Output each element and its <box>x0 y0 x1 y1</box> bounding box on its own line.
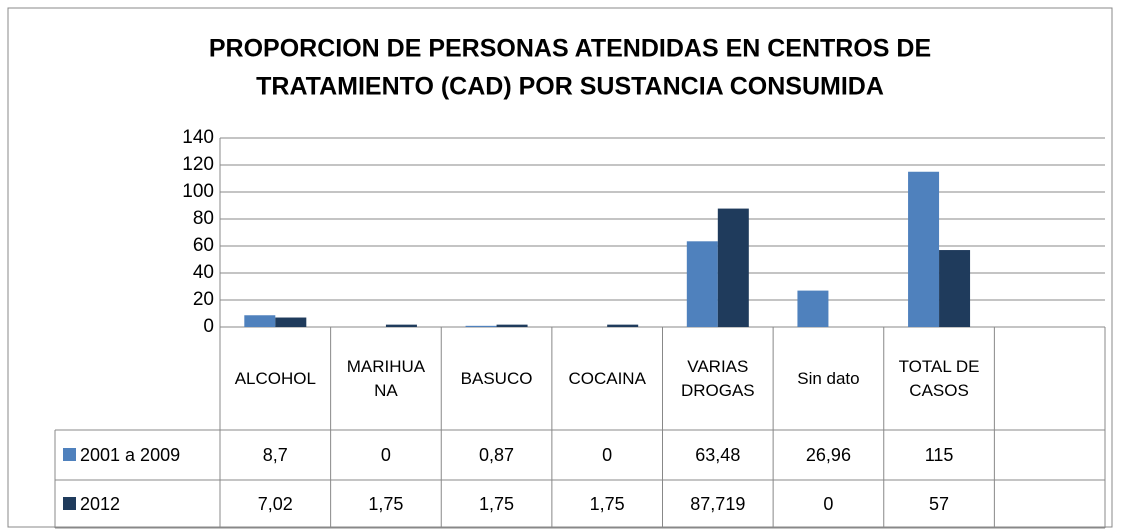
bar <box>385 324 417 327</box>
bar <box>465 325 497 327</box>
x-tick-text: Sin dato <box>797 369 860 388</box>
table-value: 87,719 <box>690 494 745 514</box>
frame <box>7 7 1113 528</box>
bar <box>686 241 718 327</box>
x-tick-text: BASUCO <box>460 369 533 388</box>
chart-title: TRATAMIENTO (CAD) POR SUSTANCIA CONSUMID… <box>256 73 884 101</box>
legend-swatch <box>63 497 76 510</box>
y-tick-label: 0 <box>203 316 214 337</box>
table-value: 115 <box>925 445 954 465</box>
table-value: 0 <box>602 445 612 465</box>
x-tick-text: COCAINA <box>568 369 646 388</box>
table-value: 63,48 <box>695 445 740 465</box>
bar <box>496 324 528 327</box>
x-tick-text: MARIHUANA <box>346 357 426 400</box>
x-tick-label: TOTAL DE CASOS <box>884 330 995 428</box>
table-value: 1,75 <box>368 494 403 514</box>
table-value: 26,96 <box>806 445 851 465</box>
x-tick-label: ALCOHOL <box>220 330 331 428</box>
table-value: 0 <box>381 445 391 465</box>
bar <box>244 315 276 327</box>
y-tick-label: 120 <box>182 154 214 175</box>
table-value: 7,02 <box>258 494 293 514</box>
x-tick-text: TOTAL DE CASOS <box>898 357 980 400</box>
y-tick-label: 40 <box>193 262 214 283</box>
bar <box>275 317 307 327</box>
x-tick-label: COCAINA <box>552 330 663 428</box>
y-tick-label: 100 <box>182 181 214 202</box>
bar <box>717 208 749 327</box>
y-tick-label: 60 <box>193 235 214 256</box>
x-tick-label: BASUCO <box>441 330 552 428</box>
table-value: 8,7 <box>263 445 288 465</box>
y-tick-label: 140 <box>182 127 214 148</box>
x-tick-label: MARIHUANA <box>331 330 442 428</box>
x-tick-text: ALCOHOL <box>234 369 316 388</box>
bar <box>939 250 971 327</box>
x-tick-label: Sin dato <box>773 330 884 428</box>
table-value: 0 <box>823 494 833 514</box>
bar <box>607 324 639 327</box>
y-tick-label: 20 <box>193 289 214 310</box>
table-value: 1,75 <box>479 494 514 514</box>
legend-label: 2012 <box>80 494 120 514</box>
chart-title: PROPORCION DE PERSONAS ATENDIDAS EN CENT… <box>209 35 931 63</box>
y-tick-label: 80 <box>193 208 214 229</box>
table-value: 57 <box>929 494 949 514</box>
x-tick-label: VARIAS DROGAS <box>663 330 774 428</box>
bar <box>908 171 940 327</box>
table-value: 1,75 <box>590 494 625 514</box>
legend-swatch <box>63 448 76 461</box>
table-value: 0,87 <box>479 445 514 465</box>
x-tick-label <box>994 330 1105 428</box>
x-tick-text: VARIAS DROGAS <box>680 357 755 400</box>
legend-label: 2001 a 2009 <box>80 445 180 465</box>
bar <box>797 290 829 327</box>
